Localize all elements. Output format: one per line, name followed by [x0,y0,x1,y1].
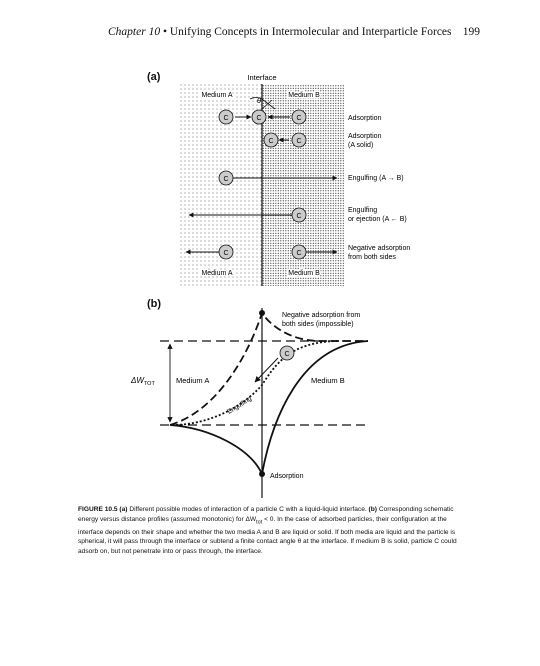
row-ejection: C Engulfing or ejection (A ← B) [188,207,407,223]
medium-b-label: Medium B [311,376,345,385]
theta-symbol: θ [257,96,261,105]
row-label-negative-2: from both sides [348,254,396,261]
chapter-title: Unifying Concepts in Intermolecular and … [169,26,452,38]
particle [279,345,295,361]
medium-b-bottom-label: Medium B [288,270,320,277]
row-label-adsorption-solid-note: (A solid) [348,142,373,149]
particle-label: C [256,115,261,122]
particle [291,207,307,223]
panel-b-ref: (b) [368,506,377,513]
row-adsorption-solid: C C Adsorption (A solid) [263,132,382,149]
delta-w-label: ΔWTOT [130,376,155,387]
panel-a-label: (a) [147,71,161,83]
particle-label: C [296,250,301,257]
particle [218,244,234,260]
particle-label: C [223,176,228,183]
medium-a-label: Medium A [176,376,209,385]
medium-a-bottom-label: Medium A [201,270,232,277]
particle-label: C [296,115,301,122]
adsorption-label: Adsorption [270,473,304,480]
row-label-adsorption: Adsorption [348,115,382,122]
figure-caption: FIGURE 10.5 (a) Different possible modes… [78,505,463,556]
particle [291,244,307,260]
row-label-engulfing: Engulfing (A → B) [348,175,404,182]
row-label-adsorption-solid: Adsorption [348,133,382,140]
contact-angle-arc [249,97,276,110]
row-negative-adsorption: C C Negative adsorption from both sides [185,244,410,261]
adsorption-curve [169,340,369,477]
running-title: Chapter 10 • Unifying Concepts in Interm… [108,26,452,38]
particle-label: C [223,115,228,122]
row-label-ejection: or ejection (A ← B) [348,216,407,223]
medium-b-top-label: Medium B [288,92,320,99]
row-adsorption: C C C Adsorption [218,109,382,125]
bullet: • [162,26,170,38]
particle [263,132,279,148]
caption-text-2: Corresponding schematic energy versus di… [78,506,454,523]
particle-label: C [296,213,301,220]
page-number: 199 [462,26,480,38]
row-engulfing: C Engulfing (A → B) [218,170,404,186]
chapter-label: Chapter 10 [108,26,161,38]
medium-a-top-label: Medium A [201,92,232,99]
caption-text-1: Different possible modes of interaction … [129,506,367,513]
caption-text-3: < 0. In the case of adsorbed particles, … [78,515,457,555]
negative-adsorption-label: Negative adsorption from [282,312,360,319]
panel-a-figure: Interface Medium A Medium B Medium A Med… [178,73,410,286]
figure-number: FIGURE 10.5 [78,506,118,513]
min-point [259,471,265,477]
row-label-negative: Negative adsorption [348,245,410,252]
max-point [259,310,265,316]
particle-label: C [223,250,228,257]
particle-label: C [296,138,301,145]
panel-b-label: (b) [147,298,162,310]
particle-label: C [284,351,289,358]
engulfing-curve [171,340,341,426]
particle [291,132,307,148]
caption-subscript: tot [256,518,263,525]
particle-label: C [268,138,273,145]
particle [291,109,307,125]
contact-angle-tangent [261,99,273,110]
row-label-engulfing-2: Engulfing [348,207,377,214]
negative-adsorption-curve [169,310,368,426]
interface-label: Interface [247,73,276,82]
negative-adsorption-label-2: both sides (impossible) [282,321,354,328]
particle [218,170,234,186]
engulfing-direction-arrow [254,357,279,383]
particle [218,109,234,125]
particle [251,109,267,125]
page-header: Chapter 10 • Unifying Concepts in Interm… [108,26,480,38]
engulfing-label: Engulfing [226,395,253,416]
panel-b-figure: ΔWTOT C Negative adsorption from both si… [130,308,369,498]
panel-a-ref: (a) [119,506,128,513]
